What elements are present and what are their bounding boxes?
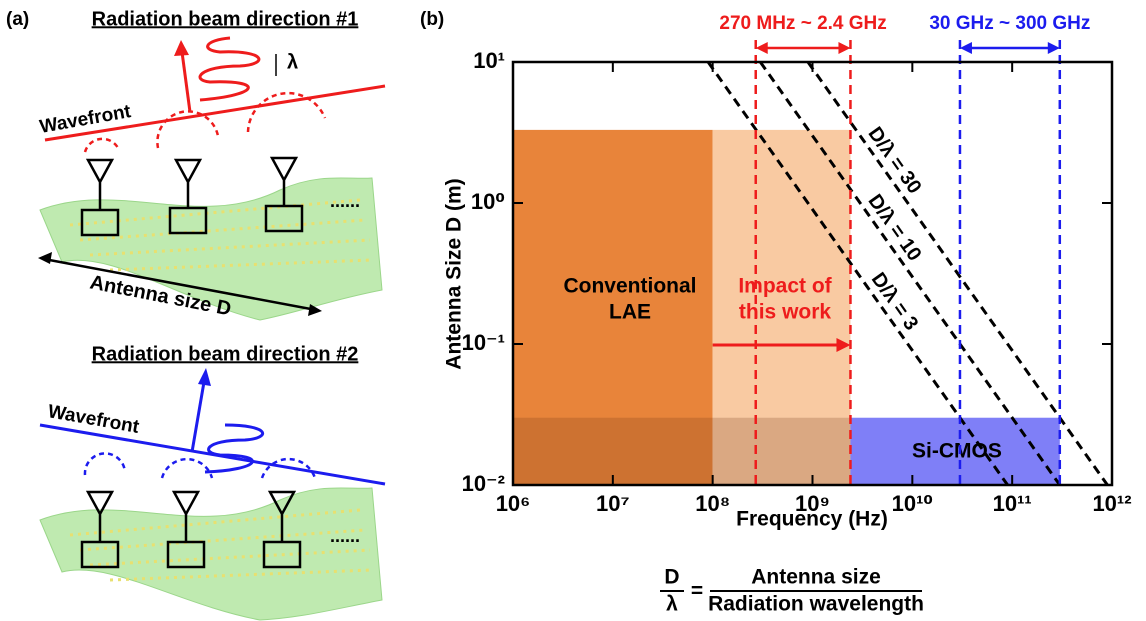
panel-a: (a) Radiation beam direction #1 Wavefron… bbox=[6, 8, 385, 620]
series-label: D/λ = 10 bbox=[864, 190, 926, 265]
x-tick-label: 10⁷ bbox=[596, 491, 630, 516]
formula-rhs-numerator: Antenna size bbox=[751, 566, 881, 589]
panel-label: (b) bbox=[420, 9, 444, 30]
beam-arrow bbox=[192, 382, 204, 452]
heading: Radiation beam direction #2 bbox=[92, 343, 359, 365]
panel-label: (a) bbox=[6, 9, 29, 30]
y-tick-label: 10⁻¹ bbox=[462, 330, 505, 355]
region-label: LAE bbox=[609, 301, 651, 324]
page: (a) Radiation beam direction #1 Wavefron… bbox=[0, 0, 1146, 621]
region-label: Impact of bbox=[738, 275, 832, 298]
heading: Radiation beam direction #1 bbox=[92, 8, 359, 30]
panel-b: (b) Frequency (Hz) Antenna Size D (m) D … bbox=[420, 9, 1132, 616]
y-tick-label: 10⁻² bbox=[462, 471, 505, 496]
beam-arrow bbox=[182, 52, 190, 112]
region-label: Conventional bbox=[563, 275, 696, 298]
band-label: 30 GHz ~ 300 GHz bbox=[929, 13, 1090, 34]
wave bbox=[200, 38, 259, 100]
figure: (a) Radiation beam direction #1 Wavefron… bbox=[0, 0, 1146, 621]
band-label: 270 MHz ~ 2.4 GHz bbox=[719, 13, 886, 34]
y-tick-label: 10¹ bbox=[473, 48, 505, 73]
beam-arrowhead bbox=[174, 40, 189, 56]
region-label: this work bbox=[739, 301, 832, 324]
overlap-band bbox=[513, 418, 850, 485]
x-tick-label: 10¹¹ bbox=[993, 491, 1032, 516]
y-tick-label: 10⁰ bbox=[471, 189, 505, 214]
formula-rhs-denominator: Radiation wavelength bbox=[708, 593, 924, 616]
flexible-substrate bbox=[40, 488, 382, 620]
ellipsis: ...... bbox=[330, 526, 360, 546]
formula-equals: = bbox=[691, 580, 703, 603]
wavefront-label: Wavefront bbox=[46, 401, 141, 438]
ellipsis: ...... bbox=[330, 191, 360, 211]
x-tick-label: 10⁹ bbox=[795, 491, 830, 516]
x-tick-label: 10¹⁰ bbox=[892, 491, 933, 516]
x-tick-label: 10⁸ bbox=[695, 491, 730, 516]
x-tick-label: 10¹² bbox=[1092, 491, 1131, 516]
formula-numerator: D bbox=[664, 566, 679, 589]
wave bbox=[205, 425, 263, 472]
formula-denominator: λ bbox=[666, 593, 678, 616]
beam-arrowhead bbox=[198, 368, 211, 386]
lambda-label: λ bbox=[287, 51, 298, 73]
